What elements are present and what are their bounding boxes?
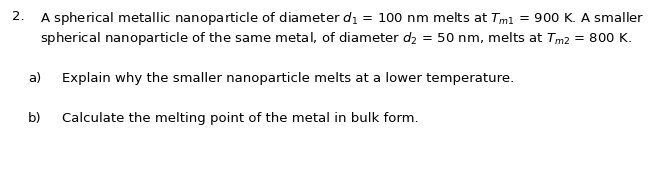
Text: Calculate the melting point of the metal in bulk form.: Calculate the melting point of the metal… — [62, 112, 418, 125]
Text: 2.: 2. — [12, 10, 24, 23]
Text: spherical nanoparticle of the same metal, of diameter $d_2$ = 50 nm, melts at $T: spherical nanoparticle of the same metal… — [40, 30, 632, 47]
Text: Explain why the smaller nanoparticle melts at a lower temperature.: Explain why the smaller nanoparticle mel… — [62, 72, 514, 85]
Text: A spherical metallic nanoparticle of diameter $d_1$ = 100 nm melts at $T_{m1}$ =: A spherical metallic nanoparticle of dia… — [40, 10, 645, 27]
Text: a): a) — [28, 72, 41, 85]
Text: b): b) — [28, 112, 42, 125]
